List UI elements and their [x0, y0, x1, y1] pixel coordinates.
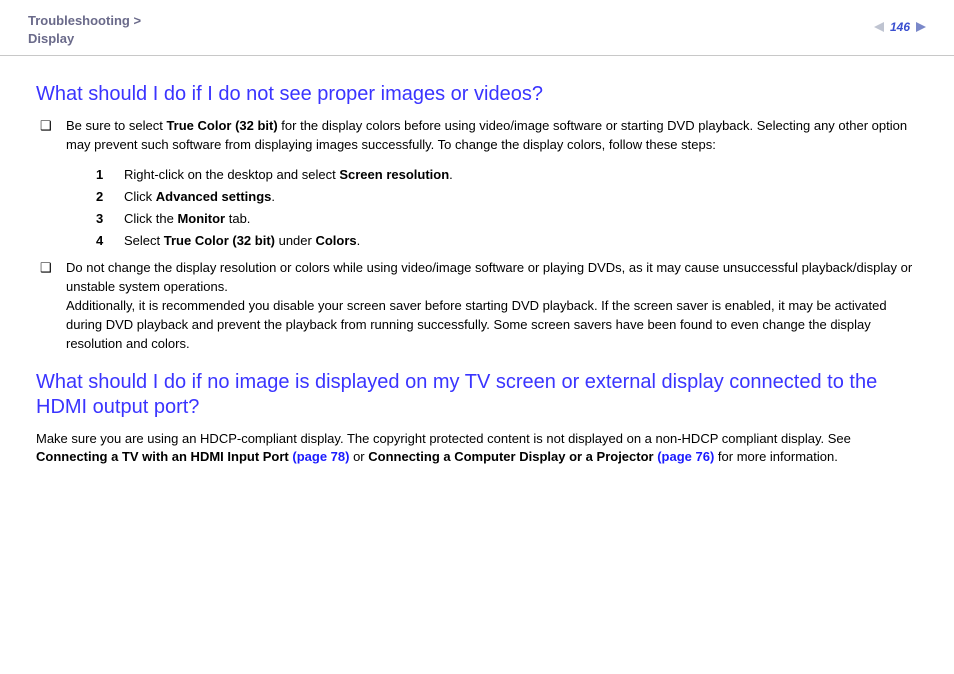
list-item: ❑ Do not change the display resolution o… [36, 259, 918, 353]
text-run: Additionally, it is recommended you disa… [66, 298, 887, 351]
text-run: Be sure to select [66, 118, 166, 133]
bullet-icon: ❑ [40, 117, 52, 136]
text-run: . [357, 233, 361, 248]
bullet-list-1: ❑ Be sure to select True Color (32 bit) … [36, 117, 918, 353]
text-run: Do not change the display resolution or … [66, 260, 912, 294]
page-content: What should I do if I do not see proper … [0, 56, 954, 467]
step-item: 4 Select True Color (32 bit) under Color… [96, 231, 918, 251]
breadcrumb: Troubleshooting > Display [28, 12, 141, 47]
next-page-icon[interactable] [916, 22, 926, 32]
bold-text: Colors [315, 233, 356, 248]
step-item: 1 Right-click on the desktop and select … [96, 165, 918, 185]
bold-text: Connecting a TV with an HDMI Input Port [36, 449, 292, 464]
page-link[interactable]: (page 76) [657, 449, 714, 464]
text-run: Click the [124, 211, 177, 226]
page-navigator: 146 [874, 12, 926, 34]
paragraph: Make sure you are using an HDCP-complian… [36, 430, 918, 468]
page-header: Troubleshooting > Display 146 [0, 0, 954, 56]
bold-text: Advanced settings [156, 189, 272, 204]
step-number: 3 [96, 209, 103, 229]
text-run: . [271, 189, 275, 204]
bold-text: Connecting a Computer Display or a Proje… [368, 449, 657, 464]
section-heading-2: What should I do if no image is displaye… [36, 370, 918, 420]
prev-page-icon[interactable] [874, 22, 884, 32]
bullet-icon: ❑ [40, 259, 52, 278]
text-run: Select [124, 233, 164, 248]
text-run: Right-click on the desktop and select [124, 167, 339, 182]
breadcrumb-child: Display [28, 31, 74, 46]
text-run: . [449, 167, 453, 182]
step-number: 2 [96, 187, 103, 207]
section-heading-1: What should I do if I do not see proper … [36, 82, 918, 107]
bold-text: True Color (32 bit) [166, 118, 277, 133]
step-item: 3 Click the Monitor tab. [96, 209, 918, 229]
page-link[interactable]: (page 78) [292, 449, 349, 464]
bold-text: Screen resolution [339, 167, 449, 182]
breadcrumb-separator: > [133, 13, 141, 28]
text-run: Click [124, 189, 156, 204]
list-item: ❑ Be sure to select True Color (32 bit) … [36, 117, 918, 251]
text-run: tab. [225, 211, 250, 226]
text-run: under [275, 233, 315, 248]
text-run: or [349, 449, 368, 464]
bold-text: True Color (32 bit) [164, 233, 275, 248]
text-run: for more information. [714, 449, 838, 464]
numbered-steps: 1 Right-click on the desktop and select … [96, 165, 918, 252]
breadcrumb-parent: Troubleshooting [28, 13, 130, 28]
page-number: 146 [888, 20, 912, 34]
step-number: 4 [96, 231, 103, 251]
bold-text: Monitor [177, 211, 225, 226]
text-run: Make sure you are using an HDCP-complian… [36, 431, 851, 446]
step-number: 1 [96, 165, 103, 185]
step-item: 2 Click Advanced settings. [96, 187, 918, 207]
